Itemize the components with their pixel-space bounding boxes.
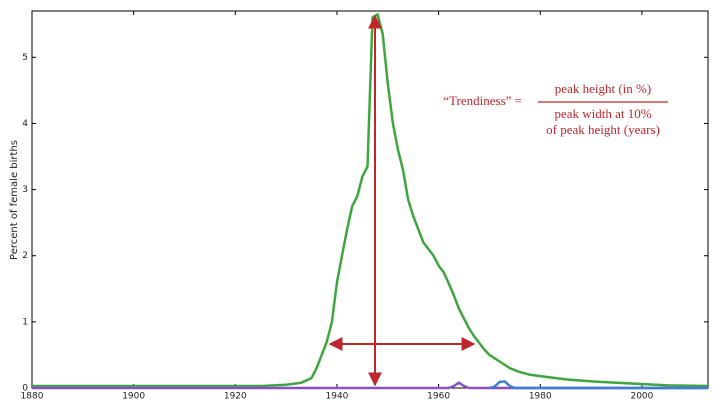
series-line: [489, 380, 708, 390]
series-line: [32, 13, 709, 388]
y-tick-label: 3: [22, 185, 28, 195]
x-tick-label: 1920: [224, 392, 247, 402]
series-line: [32, 381, 708, 390]
x-tick-label: 1900: [122, 392, 145, 402]
y-tick-label: 0: [22, 384, 28, 394]
plot: 0 1 2 3 4 5 1880 1900 1920 1940 1960 1980 2000: [21, 11, 709, 402]
annotation-numerator: peak height (in %): [555, 81, 651, 96]
y-axis-label: Percent of female births: [9, 140, 20, 260]
x-tick-label: 2000: [630, 392, 653, 402]
x-tick-label: 1980: [529, 392, 552, 402]
x-tick-label: 1880: [21, 392, 44, 402]
x-tick-label: 1960: [427, 392, 450, 402]
y-tick-label: 2: [22, 251, 28, 261]
annotation-denominator: peak width at 10%: [554, 106, 651, 121]
y-tick-label: 5: [22, 53, 28, 63]
annotation-denominator: of peak height (years): [546, 122, 660, 137]
annotation-lhs: “Trendiness” =: [443, 93, 522, 108]
x-tick-label: 1940: [326, 392, 349, 402]
y-tick-label: 1: [22, 317, 28, 327]
y-tick-label: 4: [22, 119, 28, 129]
